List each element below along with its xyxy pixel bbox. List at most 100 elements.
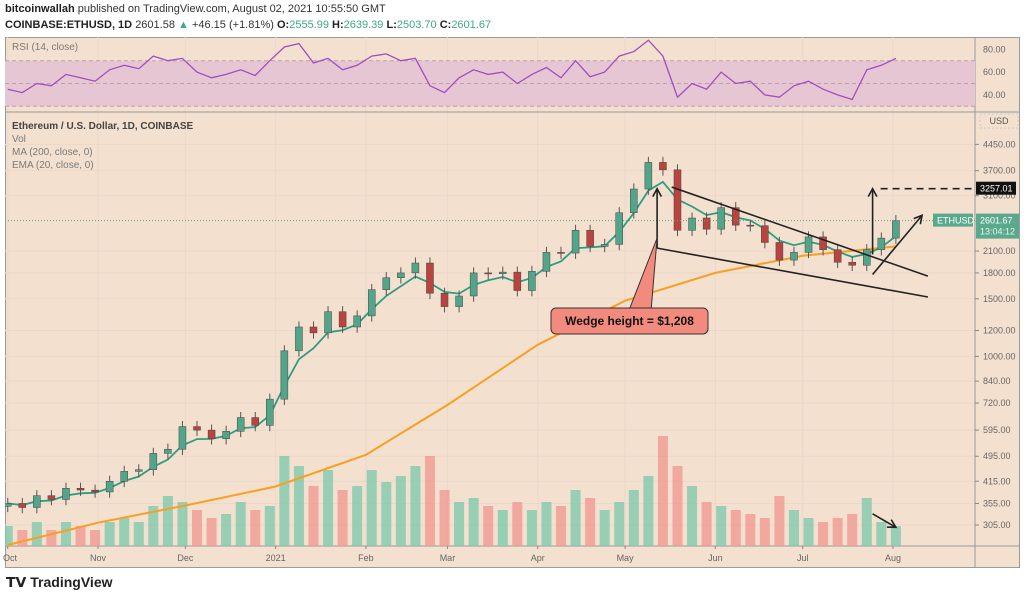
target-price-label: 3257.01	[980, 184, 1013, 194]
x-tick-label: May	[617, 553, 635, 563]
candle-body	[5, 503, 12, 507]
volume-bar	[832, 518, 843, 546]
volume-bar	[847, 514, 858, 546]
volume-bar	[60, 522, 71, 546]
y-tick-label: 1800.00	[983, 268, 1016, 278]
low-value: 2503.70	[396, 19, 437, 31]
volume-bar	[774, 496, 785, 546]
brand-name: TradingView	[30, 574, 113, 590]
volume-bar	[818, 522, 829, 546]
volume-bar	[541, 502, 552, 546]
y-tick-label: 305.00	[983, 520, 1011, 530]
volume-bar	[599, 510, 610, 546]
rsi-pane	[5, 39, 975, 107]
breakout-arrow	[871, 214, 923, 276]
candle-body	[644, 162, 653, 190]
candle-body	[499, 271, 507, 274]
candle-body	[309, 326, 318, 334]
volume-bar	[526, 510, 537, 546]
candle-body	[600, 244, 609, 247]
candle-body	[717, 207, 725, 230]
volume-bar	[454, 502, 465, 546]
candle-body	[746, 224, 755, 227]
candle-body	[411, 262, 420, 274]
volume-bar	[468, 498, 479, 546]
candle-body	[863, 249, 871, 266]
volume-bar	[46, 530, 57, 546]
candle-body	[426, 262, 434, 294]
y-tick-label: 415.00	[983, 476, 1011, 486]
y-tick-label: 355.00	[983, 498, 1011, 508]
tradingview-logo[interactable]: 𝗧𝗩 TradingView	[6, 574, 113, 591]
volume-bar	[672, 466, 683, 546]
legend-title[interactable]: Ethereum / U.S. Dollar, 1D, COINBASE	[12, 121, 194, 132]
candle-body	[222, 431, 230, 439]
candle-body	[280, 350, 289, 400]
volume-bar	[75, 526, 86, 546]
x-tick-label: Mar	[440, 553, 456, 563]
candle-body	[833, 249, 842, 263]
volume-bar	[657, 436, 668, 546]
candle-body	[62, 488, 70, 500]
candle-body	[207, 429, 216, 439]
candle-body	[120, 471, 128, 482]
volume-bar	[308, 486, 319, 546]
candle-body	[338, 311, 347, 328]
legend-vol[interactable]: Vol	[12, 134, 26, 145]
y-tick-label: 720.00	[983, 398, 1011, 408]
volume-bar	[279, 456, 290, 546]
candle-body	[542, 252, 551, 272]
volume-bar	[192, 510, 203, 546]
volume-bar	[788, 510, 799, 546]
rsi-legend[interactable]: RSI (14, close)	[12, 42, 79, 53]
volume-bar	[221, 514, 232, 546]
volume-bar	[323, 470, 334, 546]
candle-body	[76, 488, 85, 491]
candle-body	[761, 225, 769, 243]
volume-bar	[556, 506, 567, 546]
volume-bar	[497, 510, 508, 546]
candle-body	[586, 230, 594, 247]
volume-bar	[628, 490, 639, 546]
volume-bar	[730, 510, 741, 546]
volume-bar	[90, 530, 101, 546]
y-tick-label: 4450.00	[983, 139, 1016, 149]
annotations	[652, 186, 929, 529]
last-price-label: 2601.67	[980, 216, 1013, 226]
candle-body	[615, 212, 623, 245]
candle-body	[105, 481, 114, 493]
y-tick-label: 1500.00	[983, 294, 1016, 304]
candle-body	[47, 495, 56, 500]
volume-bar	[206, 518, 217, 546]
candle-body	[892, 220, 900, 239]
legend-ema[interactable]: EMA (20, close, 0)	[12, 160, 94, 171]
close-value: 2601.67	[451, 19, 492, 31]
volume-bar	[861, 498, 872, 546]
author[interactable]: bitcoinwallah	[5, 3, 75, 15]
volume-bar	[701, 502, 712, 546]
last-price-badge	[976, 213, 1019, 239]
wedge-upper-trendline	[671, 186, 929, 277]
volume-bar	[803, 518, 814, 546]
chart-frame[interactable]	[5, 37, 1020, 568]
volume-bar	[745, 514, 756, 546]
candle-body	[135, 469, 143, 472]
price-change: +46.15 (+1.81%)	[191, 19, 274, 31]
candle-body	[251, 417, 259, 426]
y-tick-label: 3100.00	[983, 191, 1016, 201]
currency-badge	[979, 113, 1019, 129]
volume-bar	[424, 456, 435, 546]
volume-bar	[235, 502, 246, 546]
main-pane	[5, 156, 901, 546]
candle-body	[528, 271, 536, 291]
volume-bar	[352, 486, 363, 546]
candle-body	[877, 237, 886, 250]
low-label: L:	[386, 19, 397, 31]
candle-body	[819, 236, 827, 250]
symbol-badge	[933, 213, 973, 227]
y-tick-label: 1200.00	[983, 325, 1016, 335]
candle-body	[513, 271, 522, 291]
legend-ma[interactable]: MA (200, close, 0)	[12, 147, 93, 158]
up-triangle-icon: ▲	[178, 19, 189, 31]
